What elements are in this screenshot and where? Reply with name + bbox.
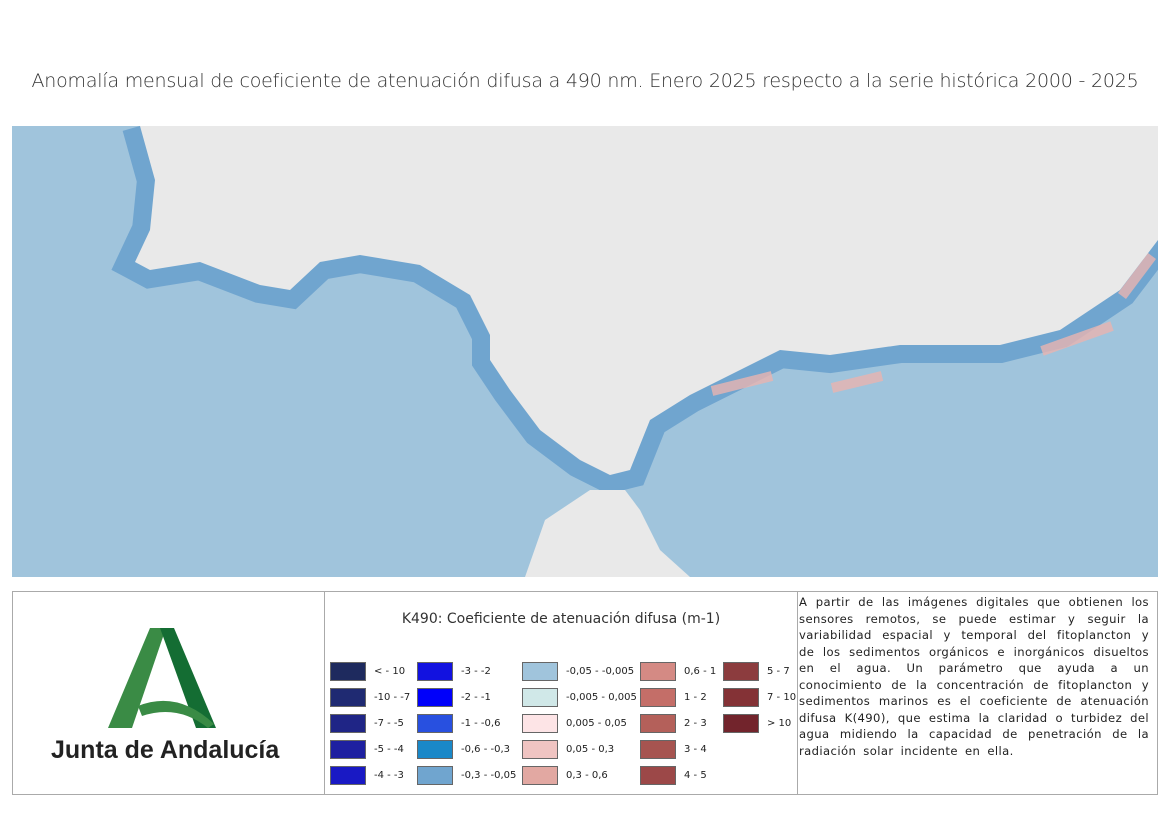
legend-swatch [723,713,759,733]
description: A partir de las imágenes digitales que o… [799,595,1149,758]
legend-label: < - 10 [374,665,406,677]
legend-item: -0,005 - 0,005 [522,684,637,710]
legend-label: -0,005 - 0,005 [566,691,637,703]
turbid-patches [710,253,1156,396]
legend-swatch [522,765,558,785]
legend-item: -5 - -4 [330,736,410,762]
legend-item: 0,005 - 0,05 [522,710,637,736]
legend-swatch [330,661,366,681]
legend-label: > 10 [767,717,792,729]
legend-label: 0,005 - 0,05 [566,717,627,729]
legend-swatch [640,765,676,785]
legend-swatch [640,661,676,681]
legend-swatch [640,739,676,759]
legend-item: 7 - 10 [723,684,796,710]
legend-item: 2 - 3 [640,710,716,736]
legend-item: 0,6 - 1 [640,658,716,684]
legend-label: -0,3 - -0,05 [461,769,517,781]
legend-swatch [522,687,558,707]
legend-item: -3 - -2 [417,658,516,684]
legend-column: 5 - 7 7 - 10 > 10 [723,658,796,736]
legend-label: -4 - -3 [374,769,404,781]
legend-swatch [723,661,759,681]
legend-label: 0,05 - 0,3 [566,743,615,755]
legend-item: < - 10 [330,658,410,684]
legend-item: 3 - 4 [640,736,716,762]
junta-andalucia-logo: Junta de Andalucía [13,592,325,794]
legend-swatch [522,713,558,733]
legend-label: 1 - 2 [684,691,707,703]
legend-column: 0,6 - 1 1 - 2 2 - 3 3 - 4 4 - 5 [640,658,716,788]
legend-label: 0,6 - 1 [684,665,717,677]
anomaly-map [12,126,1158,577]
legend-label: 3 - 4 [684,743,707,755]
legend-swatch [522,661,558,681]
legend-swatch [417,739,453,759]
legend-item: -4 - -3 [330,762,410,788]
legend: K490: Coeficiente de atenuación difusa (… [325,592,798,794]
legend-swatch [522,739,558,759]
legend-swatch [417,687,453,707]
legend-item: -0,3 - -0,05 [417,762,516,788]
legend-item: -10 - -7 [330,684,410,710]
legend-label: -5 - -4 [374,743,404,755]
legend-swatch [330,687,366,707]
legend-swatch [640,687,676,707]
legend-swatch [723,687,759,707]
legend-swatch [640,713,676,733]
land-morocco [525,490,690,577]
land-spain [135,126,1158,475]
logo-a-icon [108,628,216,728]
legend-item: -2 - -1 [417,684,516,710]
legend-item: 4 - 5 [640,762,716,788]
legend-swatch [417,765,453,785]
legend-label: 4 - 5 [684,769,707,781]
legend-label: -7 - -5 [374,717,404,729]
legend-label: -0,05 - -0,005 [566,665,635,677]
legend-item: > 10 [723,710,796,736]
legend-label: 7 - 10 [767,691,797,703]
legend-item: 0,05 - 0,3 [522,736,637,762]
legend-label: 2 - 3 [684,717,707,729]
legend-label: -1 - -0,6 [461,717,501,729]
legend-label: -10 - -7 [374,691,411,703]
legend-label: -3 - -2 [461,665,491,677]
legend-label: -0,6 - -0,3 [461,743,510,755]
legend-item: -0,6 - -0,3 [417,736,516,762]
logo-text: Junta de Andalucía [51,736,280,764]
legend-item: -1 - -0,6 [417,710,516,736]
legend-label: 0,3 - 0,6 [566,769,608,781]
legend-column: -0,05 - -0,005 -0,005 - 0,005 0,005 - 0,05… [522,658,637,788]
legend-item: -7 - -5 [330,710,410,736]
legend-item: -0,05 - -0,005 [522,658,637,684]
legend-column: < - 10 -10 - -7 -7 - -5 -5 - -4 -4 - -3 [330,658,410,788]
map-title: Anomalía mensual de coeficiente de atenu… [31,70,1139,92]
legend-item: 1 - 2 [640,684,716,710]
legend-item: 0,3 - 0,6 [522,762,637,788]
info-panel: Junta de Andalucía K490: Coeficiente de … [12,591,1158,795]
legend-item: 5 - 7 [723,658,796,684]
legend-swatch [330,713,366,733]
legend-label: 5 - 7 [767,665,790,677]
legend-label: -2 - -1 [461,691,491,703]
legend-swatch [417,713,453,733]
legend-swatch [417,661,453,681]
legend-swatch [330,765,366,785]
legend-column: -3 - -2 -2 - -1 -1 - -0,6 -0,6 - -0,3 -0,3 -… [417,658,516,788]
legend-swatch [330,739,366,759]
legend-title: K490: Coeficiente de atenuación difusa (… [401,611,721,627]
